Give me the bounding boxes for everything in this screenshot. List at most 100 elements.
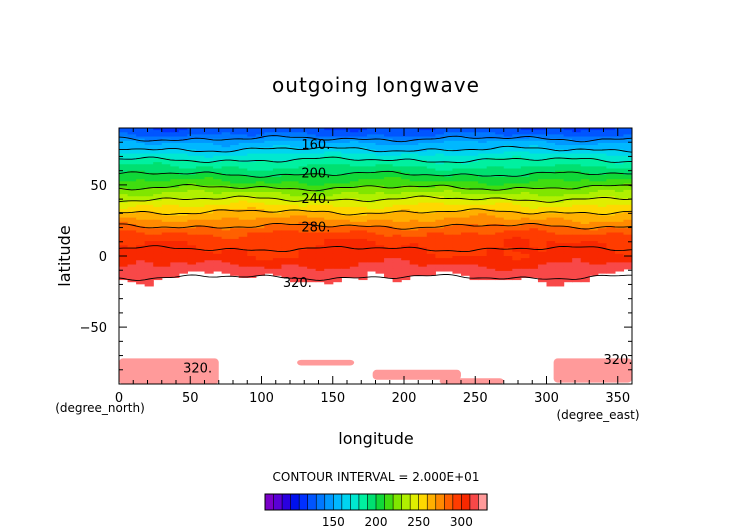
- field-cell: [290, 160, 300, 163]
- colorbar-swatch: [469, 493, 480, 511]
- field-cell: [589, 179, 599, 182]
- field-cell: [520, 136, 530, 140]
- field-cell: [349, 160, 359, 163]
- field-cell: [512, 147, 522, 150]
- field-cell: [461, 273, 471, 276]
- field-cell: [580, 128, 590, 131]
- field-cell: [606, 221, 616, 225]
- field-cell: [136, 281, 146, 285]
- field-cell: [623, 185, 632, 189]
- field-cell: [170, 262, 180, 266]
- field-cell: [119, 166, 129, 170]
- field-cell: [606, 189, 616, 193]
- field-cell: [435, 247, 445, 251]
- field-cell: [204, 157, 214, 161]
- field-cell: [119, 219, 129, 223]
- field-cell: [546, 142, 556, 146]
- field-cell: [281, 236, 291, 240]
- field-cell: [589, 224, 599, 227]
- field-cell: [555, 134, 565, 138]
- field-cell: [119, 273, 129, 276]
- field-cell: [366, 198, 377, 202]
- field-cell: [221, 234, 231, 238]
- field-cell: [298, 262, 308, 266]
- field-cell: [401, 134, 411, 138]
- field-cell: [127, 130, 137, 133]
- field-cell: [238, 198, 248, 202]
- colorbar-swatch: [341, 493, 351, 511]
- field-cell: [597, 238, 607, 242]
- field-cell: [136, 202, 146, 206]
- field-cell: [366, 183, 377, 187]
- field-cell: [264, 264, 274, 268]
- field-cell: [341, 234, 351, 238]
- field-cell: [478, 149, 488, 153]
- field-cell: [469, 275, 479, 278]
- field-cell: [119, 128, 129, 131]
- field-cell: [409, 200, 419, 204]
- field-cell: [178, 217, 188, 221]
- field-cell: [324, 232, 334, 236]
- field-cell: [247, 166, 257, 170]
- field-cell: [136, 228, 146, 231]
- field-cell: [358, 185, 368, 189]
- field-cell: [606, 243, 616, 246]
- field-cell: [520, 221, 530, 225]
- field-cell: [597, 179, 607, 182]
- field-cell: [255, 215, 265, 219]
- field-cell: [384, 192, 394, 195]
- field-cell: [230, 153, 240, 157]
- field-cell: [341, 232, 351, 236]
- field-cell: [264, 187, 274, 191]
- field-cell: [136, 238, 146, 242]
- field-cell: [255, 202, 265, 206]
- field-cell: [307, 256, 317, 259]
- field-cell: [495, 160, 505, 163]
- field-cell: [529, 241, 539, 244]
- field-cell: [401, 164, 411, 167]
- field-cell: [315, 266, 325, 270]
- field-cell: [204, 217, 214, 221]
- field-cell: [144, 241, 154, 244]
- field-cell: [384, 251, 394, 255]
- field-cell: [238, 128, 248, 131]
- field-cell: [204, 162, 214, 165]
- field-cell: [170, 157, 180, 161]
- field-cell: [589, 166, 599, 170]
- field-cell: [161, 166, 171, 170]
- field-cell: [529, 206, 539, 210]
- field-cell: [529, 181, 539, 185]
- field-cell: [230, 273, 240, 276]
- field-cell: [555, 243, 565, 246]
- field-cell: [580, 194, 590, 197]
- field-cell: [375, 183, 385, 187]
- field-cell: [127, 253, 137, 257]
- field-cell: [546, 160, 556, 163]
- field-cell: [366, 215, 377, 219]
- field-cell: [529, 258, 539, 261]
- field-cell: [529, 149, 539, 153]
- field-cell: [255, 234, 265, 238]
- field-cell: [272, 245, 283, 249]
- field-cell: [512, 168, 522, 172]
- field-cell: [290, 128, 300, 131]
- field-cell: [281, 232, 291, 236]
- field-cell: [349, 170, 359, 174]
- field-cell: [281, 264, 291, 268]
- field-cell: [537, 275, 548, 278]
- field-cell: [443, 151, 454, 155]
- field-cell: [614, 234, 625, 238]
- field-cell: [366, 147, 377, 150]
- field-cell: [136, 260, 146, 263]
- field-cell: [580, 260, 590, 263]
- field-cell: [127, 204, 137, 208]
- field-cell: [153, 168, 163, 172]
- field-cell: [503, 179, 513, 182]
- field-cell: [435, 202, 445, 206]
- field-cell: [597, 168, 607, 172]
- field-cell: [572, 277, 582, 281]
- field-cell: [384, 136, 394, 140]
- field-cell: [580, 279, 590, 283]
- field-cell: [392, 275, 402, 278]
- field-cell: [341, 145, 351, 148]
